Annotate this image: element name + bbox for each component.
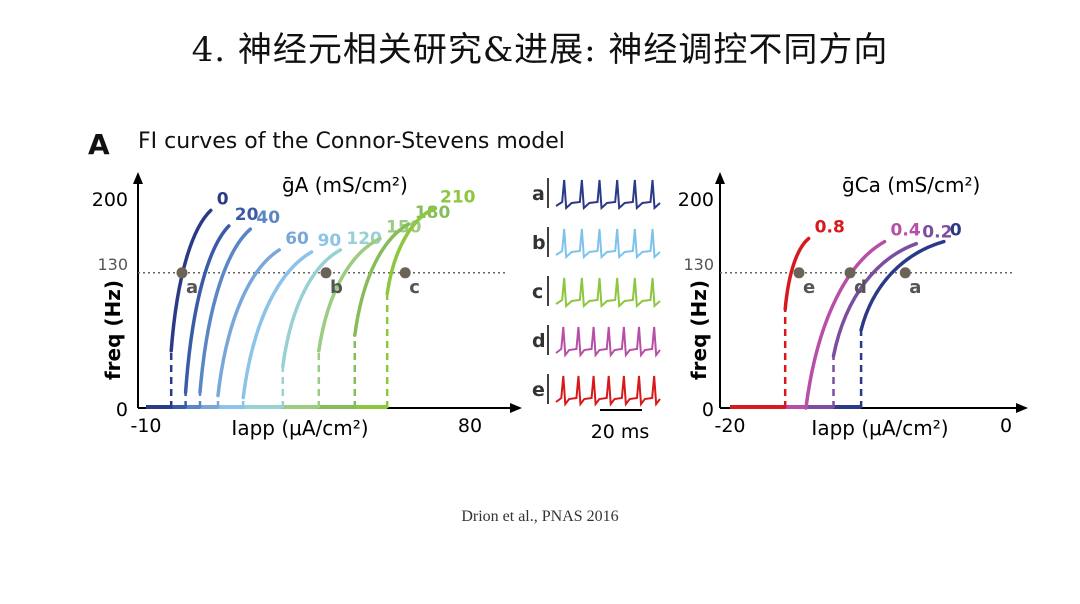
series-label: 0.2 [922, 223, 952, 243]
marker-point [176, 267, 188, 279]
slide-title: 4. 神经元相关研究&进展: 神经调控不同方向 [191, 30, 889, 70]
ref-tick-label: 130 [683, 255, 714, 274]
y-tick-label: 0 [702, 399, 714, 421]
series-line [281, 248, 343, 369]
trace-label: c [532, 281, 543, 303]
legend-title: ḡCa (mS/cm²) [842, 173, 980, 197]
trace-label: d [532, 330, 546, 352]
marker-point [793, 267, 805, 279]
series-line [783, 236, 811, 311]
series-label: 40 [256, 208, 280, 228]
y-axis-arrow [715, 172, 725, 184]
fi-chart-ga: 200 0 130 -10 80 Iapp (μA/cm²) freq (Hz)… [92, 172, 522, 440]
marker-label: d [854, 277, 867, 298]
spike-traces: a b c d e [532, 178, 661, 407]
series-label: 20 [235, 205, 259, 225]
series-label: 210 [440, 187, 476, 207]
x-tick-label: 80 [458, 415, 482, 437]
series-line [216, 248, 281, 398]
fi-chart-gca: 200 0 130 -20 0 Iapp (μA/cm²) freq (Hz) … [678, 172, 1028, 440]
marker-label: b [330, 277, 343, 298]
legend-title: ḡA (mS/cm²) [282, 173, 408, 197]
spike-trace [555, 326, 661, 358]
series-line [353, 222, 411, 337]
spike-trace [555, 228, 661, 260]
trace-label: a [532, 183, 545, 205]
series-label: 0 [217, 189, 229, 209]
series-line [183, 224, 231, 395]
series-label: 0 [950, 221, 962, 241]
series-label: 0.4 [891, 221, 921, 241]
y-axis-label: freq (Hz) [687, 280, 711, 380]
series-line [859, 239, 946, 332]
series-label: 180 [415, 203, 451, 223]
y-axis-arrow [133, 172, 143, 184]
trace-label: b [532, 232, 546, 254]
panel-title: FI curves of the Connor-Stevens model [138, 129, 565, 154]
marker-label: a [186, 277, 198, 298]
series-line [804, 239, 887, 410]
x-axis-label: Iapp (μA/cm²) [811, 416, 948, 440]
marker-point [399, 267, 411, 279]
marker-point [899, 267, 911, 279]
y-tick-label: 0 [116, 399, 128, 421]
ref-tick-label: 130 [97, 255, 128, 274]
spike-trace [555, 179, 661, 211]
x-axis-label: Iapp (μA/cm²) [231, 416, 368, 440]
marker-point [320, 267, 332, 279]
spike-trace [555, 375, 661, 407]
trace-label: e [532, 379, 545, 401]
marker-label: e [803, 277, 815, 298]
spike-trace [555, 277, 661, 309]
x-tick-label: -10 [130, 415, 161, 437]
series-label: 90 [318, 231, 342, 251]
marker-label: c [409, 277, 420, 298]
series-line [169, 208, 213, 353]
axes [715, 172, 1028, 413]
series-label: 0.8 [815, 217, 845, 237]
series-line [317, 236, 382, 353]
series-label: 60 [285, 229, 309, 249]
x-axis-arrow [1016, 403, 1028, 413]
scale-bar-label: 20 ms [591, 421, 650, 443]
y-tick-label: 200 [678, 189, 714, 211]
marker-label: a [909, 277, 921, 298]
marker-point [844, 267, 856, 279]
x-tick-label: -20 [714, 415, 745, 437]
x-axis-arrow [510, 403, 522, 413]
panel-label: A [88, 128, 110, 161]
y-axis-label: freq (Hz) [101, 280, 125, 380]
y-tick-label: 200 [92, 189, 128, 211]
series-line [385, 206, 436, 296]
citation: Drion et al., PNAS 2016 [461, 508, 619, 525]
x-tick-label: 0 [1000, 415, 1012, 437]
series-line [198, 227, 253, 395]
series-line [831, 241, 919, 358]
series-line [241, 250, 314, 400]
